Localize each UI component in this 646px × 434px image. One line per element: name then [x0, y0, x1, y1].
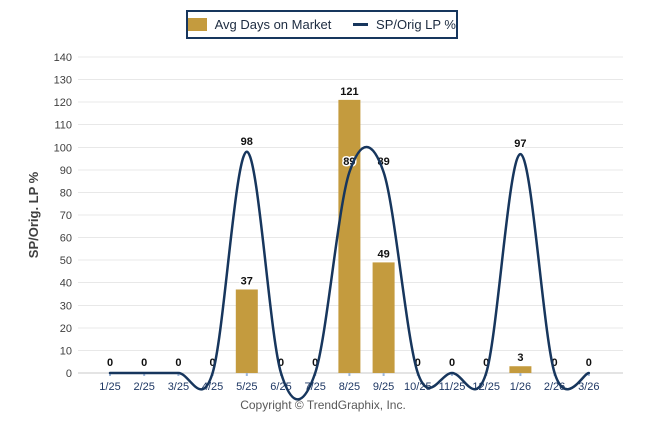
y-axis-tick-label: 130 — [54, 75, 72, 87]
x-axis-tick-label: 9/25 — [373, 381, 394, 393]
value-label: 0 — [552, 357, 558, 369]
sp-orig-lp-line — [108, 145, 591, 401]
y-axis-tick-label: 40 — [60, 278, 72, 290]
y-axis-tick-label: 20 — [60, 323, 72, 335]
y-axis-tick-label: 50 — [60, 255, 72, 267]
y-axis-tick-label: 80 — [60, 187, 72, 199]
value-label: 0 — [210, 357, 216, 369]
y-axis-tick-label: 140 — [54, 52, 72, 64]
y-axis-tick-label: 120 — [54, 97, 72, 109]
y-axis-tick-label: 90 — [60, 165, 72, 177]
value-label: 98 — [241, 136, 253, 148]
legend: Avg Days on Market SP/Orig LP % — [186, 10, 458, 39]
x-axis-tick-label: 3/25 — [168, 381, 189, 393]
line-series-label: SP/Orig LP % — [376, 17, 456, 32]
value-label: 97 — [514, 138, 526, 150]
value-label: 0 — [449, 357, 455, 369]
bar-1/26 — [509, 366, 532, 373]
x-axis-tick-label: 5/25 — [236, 381, 257, 393]
x-axis-tick-label: 1/25 — [99, 381, 120, 393]
x-axis-tick-label: 8/25 — [339, 381, 360, 393]
bar-series-swatch — [188, 18, 207, 31]
value-label: 0 — [415, 357, 421, 369]
value-label: 3 — [517, 352, 523, 364]
value-label: 49 — [377, 248, 389, 260]
value-label: 0 — [107, 357, 113, 369]
value-label: 121 — [340, 86, 358, 98]
value-label: 0 — [278, 357, 284, 369]
y-axis-title: SP/Orig. LP % — [26, 171, 41, 258]
x-axis-tick-label: 1/26 — [510, 381, 531, 393]
copyright-text: Copyright © TrendGraphix, Inc. — [240, 398, 406, 412]
y-axis-tick-label: 70 — [60, 210, 72, 222]
y-axis-tick-label: 30 — [60, 300, 72, 312]
bar-5/25 — [235, 289, 258, 373]
y-axis-tick-label: 100 — [54, 142, 72, 154]
value-label: 0 — [141, 357, 147, 369]
x-axis-tick-label: 10/25 — [404, 381, 432, 393]
value-label: 0 — [312, 357, 318, 369]
value-label: 37 — [241, 275, 253, 287]
bar-series-label: Avg Days on Market — [214, 17, 332, 32]
y-axis-tick-label: 60 — [60, 233, 72, 245]
x-axis-tick-label: 3/26 — [578, 381, 599, 393]
value-label: 0 — [483, 357, 489, 369]
x-axis-tick-label: 12/25 — [472, 381, 500, 393]
x-axis-tick-label: 11/25 — [439, 381, 466, 393]
bar-9/25 — [372, 262, 395, 373]
y-axis-tick-label: 0 — [66, 368, 72, 380]
value-label: 0 — [175, 357, 181, 369]
x-axis-tick-label: 2/25 — [133, 381, 154, 393]
y-axis-tick-label: 10 — [60, 345, 72, 357]
y-axis-tick-label: 110 — [54, 120, 72, 132]
bar-8/25 — [338, 99, 361, 373]
value-label: 0 — [586, 357, 592, 369]
line-series-swatch — [353, 23, 369, 26]
